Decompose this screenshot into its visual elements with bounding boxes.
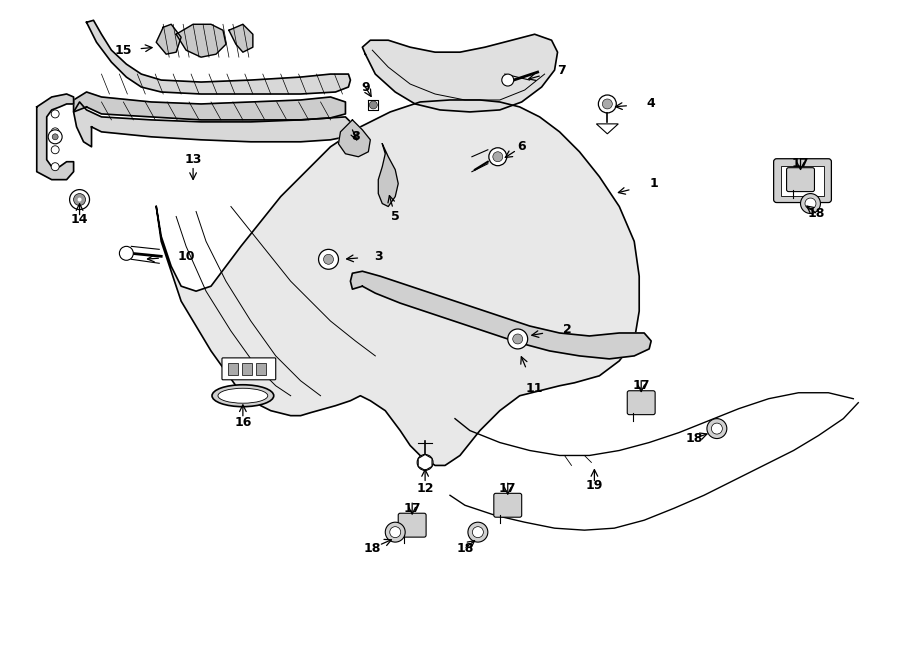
- Text: 18: 18: [685, 432, 703, 445]
- Polygon shape: [157, 100, 639, 465]
- Text: 12: 12: [417, 482, 434, 495]
- Polygon shape: [37, 94, 74, 180]
- Circle shape: [120, 247, 133, 260]
- Circle shape: [51, 163, 59, 171]
- FancyBboxPatch shape: [494, 493, 522, 517]
- Polygon shape: [368, 100, 378, 110]
- FancyBboxPatch shape: [780, 166, 824, 196]
- Text: 7: 7: [557, 63, 566, 77]
- Text: 17: 17: [792, 157, 809, 170]
- Polygon shape: [74, 92, 346, 120]
- Text: 9: 9: [361, 81, 370, 93]
- Polygon shape: [378, 144, 398, 206]
- Polygon shape: [74, 102, 350, 147]
- Bar: [242, 363, 252, 375]
- Circle shape: [74, 194, 86, 206]
- Text: 8: 8: [351, 130, 360, 143]
- Text: 10: 10: [177, 250, 195, 263]
- Circle shape: [319, 249, 338, 269]
- Circle shape: [51, 128, 59, 136]
- Text: 4: 4: [647, 97, 655, 110]
- Polygon shape: [350, 271, 652, 359]
- Polygon shape: [363, 34, 557, 112]
- Circle shape: [489, 148, 507, 166]
- Text: 17: 17: [499, 482, 517, 495]
- Circle shape: [51, 146, 59, 154]
- Text: 17: 17: [633, 379, 650, 392]
- Text: 17: 17: [403, 502, 421, 515]
- Polygon shape: [418, 455, 432, 471]
- FancyBboxPatch shape: [398, 513, 426, 537]
- Circle shape: [69, 190, 89, 210]
- Circle shape: [323, 254, 334, 264]
- Text: 16: 16: [234, 416, 252, 429]
- Circle shape: [51, 110, 59, 118]
- Circle shape: [493, 152, 503, 162]
- Ellipse shape: [212, 385, 274, 407]
- Text: 6: 6: [518, 140, 526, 153]
- Text: 14: 14: [71, 213, 88, 226]
- Text: 5: 5: [391, 210, 400, 223]
- Text: 3: 3: [374, 250, 382, 263]
- Circle shape: [706, 418, 727, 438]
- Text: 15: 15: [114, 44, 132, 57]
- Text: 18: 18: [456, 541, 473, 555]
- Circle shape: [417, 455, 433, 471]
- FancyBboxPatch shape: [222, 358, 275, 380]
- FancyBboxPatch shape: [774, 159, 832, 202]
- Circle shape: [805, 198, 816, 209]
- Circle shape: [602, 99, 612, 109]
- Circle shape: [711, 423, 723, 434]
- Circle shape: [369, 101, 377, 109]
- Text: 2: 2: [563, 323, 572, 336]
- Text: 11: 11: [526, 382, 544, 395]
- Polygon shape: [229, 24, 253, 52]
- Text: 13: 13: [184, 153, 202, 166]
- Bar: [256, 363, 266, 375]
- Text: 1: 1: [650, 177, 659, 190]
- Circle shape: [385, 522, 405, 542]
- Circle shape: [513, 334, 523, 344]
- Circle shape: [472, 527, 483, 537]
- FancyBboxPatch shape: [787, 168, 814, 192]
- Polygon shape: [176, 24, 226, 57]
- Bar: [228, 363, 238, 375]
- Circle shape: [49, 130, 62, 144]
- Polygon shape: [86, 20, 350, 94]
- Circle shape: [77, 198, 82, 202]
- Polygon shape: [597, 124, 618, 134]
- Text: 18: 18: [364, 541, 381, 555]
- Circle shape: [508, 329, 527, 349]
- Circle shape: [52, 134, 58, 140]
- Polygon shape: [157, 24, 181, 54]
- FancyBboxPatch shape: [627, 391, 655, 414]
- Polygon shape: [338, 120, 370, 157]
- Ellipse shape: [218, 388, 268, 403]
- Text: 19: 19: [586, 479, 603, 492]
- Circle shape: [598, 95, 616, 113]
- Circle shape: [800, 194, 821, 214]
- Circle shape: [390, 527, 400, 537]
- Text: 18: 18: [808, 207, 825, 220]
- Circle shape: [468, 522, 488, 542]
- Circle shape: [321, 253, 336, 266]
- Circle shape: [502, 74, 514, 86]
